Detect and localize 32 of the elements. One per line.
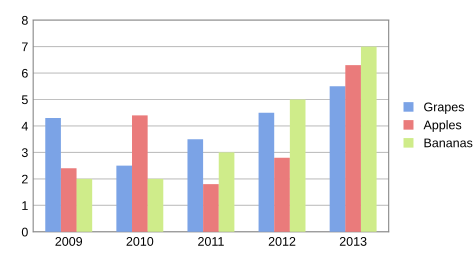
bar <box>360 46 377 232</box>
bar <box>148 178 164 232</box>
bar <box>218 152 234 232</box>
bar <box>274 158 290 232</box>
y-tick-label: 0 <box>22 228 28 236</box>
bar <box>45 118 61 232</box>
y-tick-label: 3 <box>22 148 28 158</box>
bar <box>258 112 274 232</box>
x-tick-label: 2012 <box>268 237 296 246</box>
legend-label: Grapes <box>424 102 464 114</box>
y-tick-label: 6 <box>22 68 28 78</box>
bar <box>116 166 132 232</box>
bar <box>345 65 361 232</box>
x-tick-label: 2010 <box>126 237 154 246</box>
bar <box>132 115 148 232</box>
y-tick-label: 2 <box>22 174 28 184</box>
bar <box>290 99 306 232</box>
bar <box>330 86 346 232</box>
y-tick-label: 7 <box>22 42 28 52</box>
x-tick-label: 2009 <box>55 237 82 246</box>
legend-label: Bananas <box>424 138 472 148</box>
y-tick-label: 1 <box>22 201 28 210</box>
bar <box>60 168 77 232</box>
bar <box>187 139 204 232</box>
legend-label: Apples <box>424 120 462 132</box>
y-tick-label: 4 <box>22 122 28 130</box>
x-tick-label: 2013 <box>340 237 366 246</box>
y-tick-label: 5 <box>22 95 28 104</box>
bar <box>203 184 219 232</box>
x-tick-label: 2011 <box>198 237 224 246</box>
bar <box>76 178 92 232</box>
y-tick-label: 8 <box>22 16 28 25</box>
